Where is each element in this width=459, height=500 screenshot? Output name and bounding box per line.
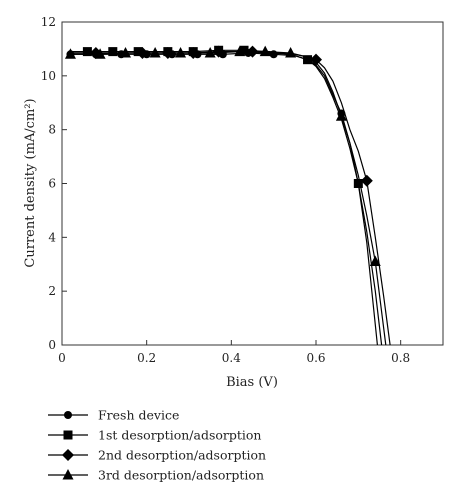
data-point-triangle (175, 46, 187, 58)
data-point-diamond (310, 53, 322, 66)
legend-marker-diamond (62, 449, 74, 461)
legend-label: 1st desorption/adsorption (98, 428, 261, 443)
y-tick-label: 8 (48, 123, 56, 137)
x-axis-title: Bias (V) (226, 375, 278, 390)
y-tick-label: 4 (48, 230, 56, 244)
plot-frame (61, 21, 444, 346)
data-point-triangle (149, 46, 161, 58)
y-tick-label: 12 (41, 15, 56, 29)
data-point-triangle (369, 255, 381, 267)
x-tick-label: 0.8 (391, 351, 410, 365)
data-point-triangle (259, 45, 271, 57)
data-point-triangle (234, 45, 246, 57)
legend-label: 2nd desorption/adsorption (98, 448, 266, 463)
series-line (70, 49, 378, 346)
legend-marker-square (63, 430, 73, 440)
data-point-triangle (64, 48, 76, 59)
legend-label: 3rd desorption/adsorption (98, 468, 264, 483)
data-point-triangle (120, 46, 131, 58)
x-tick-label: 0.6 (306, 351, 325, 365)
x-axis: 0 0.2 0.4 0.6 0.8 (58, 340, 410, 365)
y-axis-title: Current density (mA/cm²) (23, 98, 38, 267)
x-tick-label: 0 (58, 351, 66, 365)
legend-marker-circle (64, 411, 72, 419)
series-4 (64, 45, 387, 346)
series-line (70, 50, 391, 346)
data-point-triangle (204, 46, 216, 58)
legend-item: 3rd desorption/adsorption (48, 468, 264, 483)
legend-item: 2nd desorption/adsorption (48, 448, 266, 463)
data-point-triangle (285, 46, 297, 58)
data-point-square (108, 47, 118, 57)
legend-item: Fresh device (48, 408, 179, 423)
legend: Fresh device 1st desorption/adsorption 2nd… (48, 408, 266, 483)
series-1 (66, 48, 383, 346)
data-point-square (239, 45, 249, 55)
legend-marker-triangle (62, 469, 74, 480)
x-tick-label: 0.4 (222, 351, 241, 365)
series-layer (64, 45, 391, 346)
data-point-square (353, 179, 363, 188)
x-tick-label: 0.2 (137, 351, 156, 365)
legend-item: 1st desorption/adsorption (48, 428, 261, 443)
data-point-diamond (212, 45, 225, 58)
y-tick-label: 0 (48, 338, 56, 352)
data-point-square (303, 55, 313, 65)
data-point-square (82, 47, 92, 57)
data-point-triangle (335, 110, 347, 121)
data-point-triangle (94, 48, 106, 59)
data-point-diamond (360, 174, 373, 187)
y-tick-label: 6 (48, 177, 56, 191)
y-tick-label: 10 (41, 69, 56, 83)
y-tick-label: 2 (48, 284, 56, 298)
series-3 (70, 45, 391, 346)
legend-label: Fresh device (98, 408, 179, 423)
y-axis: 0 2 4 6 8 10 12 (41, 15, 67, 352)
